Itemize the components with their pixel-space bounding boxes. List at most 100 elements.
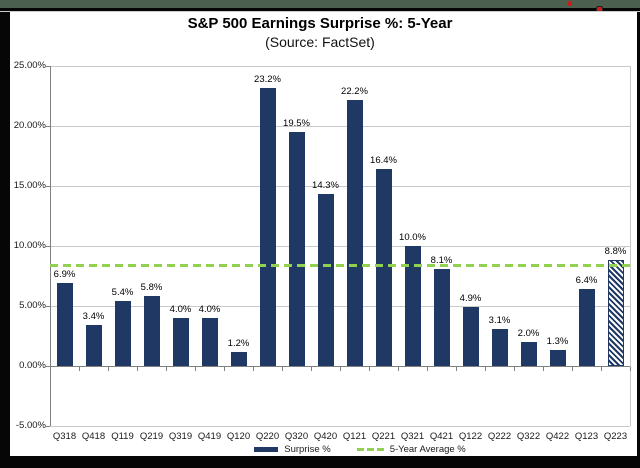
x-axis-tick: [166, 367, 167, 371]
x-axis-tick: [543, 367, 544, 371]
bar-value-label: 4.9%: [459, 293, 482, 305]
x-axis-tick: [514, 367, 515, 371]
x-axis-tick: [340, 367, 341, 371]
x-tick-label: Q418: [81, 431, 106, 442]
bar-Q421: [433, 268, 450, 366]
x-axis-tick: [398, 367, 399, 371]
y-tick-label: -5.00%: [15, 420, 46, 431]
y-axis-tick: [46, 186, 50, 187]
bar-value-label: 22.2%: [341, 85, 368, 97]
y-axis-tick: [46, 246, 50, 247]
y-axis-tick: [46, 306, 50, 307]
bar-Q420: [317, 194, 334, 366]
x-axis-tick: [572, 367, 573, 371]
gridline: [50, 126, 630, 127]
bar-Q122: [462, 307, 479, 366]
x-axis-tick: [50, 367, 51, 371]
bar-value-label: 8.1%: [430, 254, 453, 266]
x-tick-label: Q318: [52, 431, 77, 442]
x-axis-tick: [224, 367, 225, 371]
x-axis-tick: [137, 367, 138, 371]
y-tick-label: 25.00%: [13, 60, 46, 71]
y-axis-tick: [46, 366, 50, 367]
top-band: [0, 0, 640, 13]
x-axis-line: [50, 366, 630, 367]
x-tick-label: Q122: [458, 431, 483, 442]
x-axis-tick: [282, 367, 283, 371]
x-tick-label: Q321: [400, 431, 425, 442]
bar-Q223: [607, 260, 624, 366]
y-tick-label: 20.00%: [13, 120, 46, 131]
x-tick-label: Q319: [168, 431, 193, 442]
x-tick-label: Q322: [516, 431, 541, 442]
y-tick-label: 10.00%: [13, 240, 46, 251]
x-axis-tick: [485, 367, 486, 371]
x-tick-label: Q120: [226, 431, 251, 442]
bar-value-label: 5.8%: [140, 282, 163, 294]
x-axis-tick: [427, 367, 428, 371]
gridline: [50, 426, 630, 427]
bar-value-label: 19.5%: [283, 118, 310, 129]
x-axis-tick: [108, 367, 109, 371]
bar-value-label: 3.1%: [488, 314, 511, 326]
x-axis-tick: [630, 367, 631, 371]
x-axis-tick: [601, 367, 602, 371]
bar-value-label: 1.2%: [227, 337, 250, 349]
artifact-dot: [568, 1, 572, 6]
bar-Q422: [549, 350, 566, 366]
bar-Q222: [491, 328, 508, 366]
x-tick-label: Q221: [371, 431, 396, 442]
y-axis-tick: [46, 126, 50, 127]
x-tick-label: Q220: [255, 431, 280, 442]
bar-Q320: [288, 132, 305, 366]
legend-item-surprise: Surprise %: [254, 444, 331, 455]
gridline: [50, 246, 630, 247]
dashed-line-swatch-icon: [356, 448, 384, 451]
x-axis-tick: [79, 367, 80, 371]
legend-label-surprise: Surprise %: [284, 444, 331, 455]
x-tick-label: Q219: [139, 431, 164, 442]
bar-value-label: 8.8%: [604, 246, 627, 258]
x-axis-tick: [456, 367, 457, 371]
plot-right-border: [630, 66, 631, 426]
x-tick-label: Q121: [342, 431, 367, 442]
legend: Surprise % 5-Year Average %: [60, 444, 640, 455]
bar-value-label: 2.0%: [517, 328, 540, 339]
x-tick-label: Q222: [487, 431, 512, 442]
bar-value-label: 5.4%: [111, 287, 134, 299]
y-axis-line: [50, 66, 51, 426]
bar-value-label: 10.0%: [399, 232, 426, 243]
average-line: [50, 264, 630, 268]
bar-value-label: 4.0%: [198, 304, 221, 315]
bar-Q221: [375, 169, 392, 366]
gridline: [50, 306, 630, 307]
y-tick-label: 5.00%: [19, 300, 46, 311]
x-axis-tick: [369, 367, 370, 371]
bar-value-label: 1.3%: [546, 336, 569, 348]
x-tick-label: Q422: [545, 431, 570, 442]
y-axis-tick: [46, 426, 50, 427]
x-tick-label: Q119: [111, 431, 134, 442]
x-axis-tick: [195, 367, 196, 371]
bar-Q220: [259, 87, 276, 366]
x-tick-label: Q123: [574, 431, 599, 442]
bar-Q219: [143, 296, 160, 366]
bar-Q418: [85, 325, 102, 366]
bar-Q121: [346, 99, 363, 366]
x-tick-label: Q320: [284, 431, 309, 442]
bar-value-label: 14.3%: [312, 180, 339, 192]
bar-Q120: [230, 351, 247, 366]
bar-Q319: [172, 318, 189, 366]
x-axis-tick: [311, 367, 312, 371]
frame-highlight-line: [0, 11, 640, 12]
gridline: [50, 66, 630, 67]
x-tick-label: Q421: [429, 431, 454, 442]
bar-Q318: [56, 283, 73, 366]
gridline: [50, 186, 630, 187]
artifact-dot: [596, 6, 603, 13]
chart-title: S&P 500 Earnings Surprise %: 5-Year: [187, 15, 453, 32]
bar-Q322: [520, 342, 537, 366]
bar-Q123: [578, 289, 595, 366]
bar-value-label: 3.4%: [82, 311, 105, 323]
